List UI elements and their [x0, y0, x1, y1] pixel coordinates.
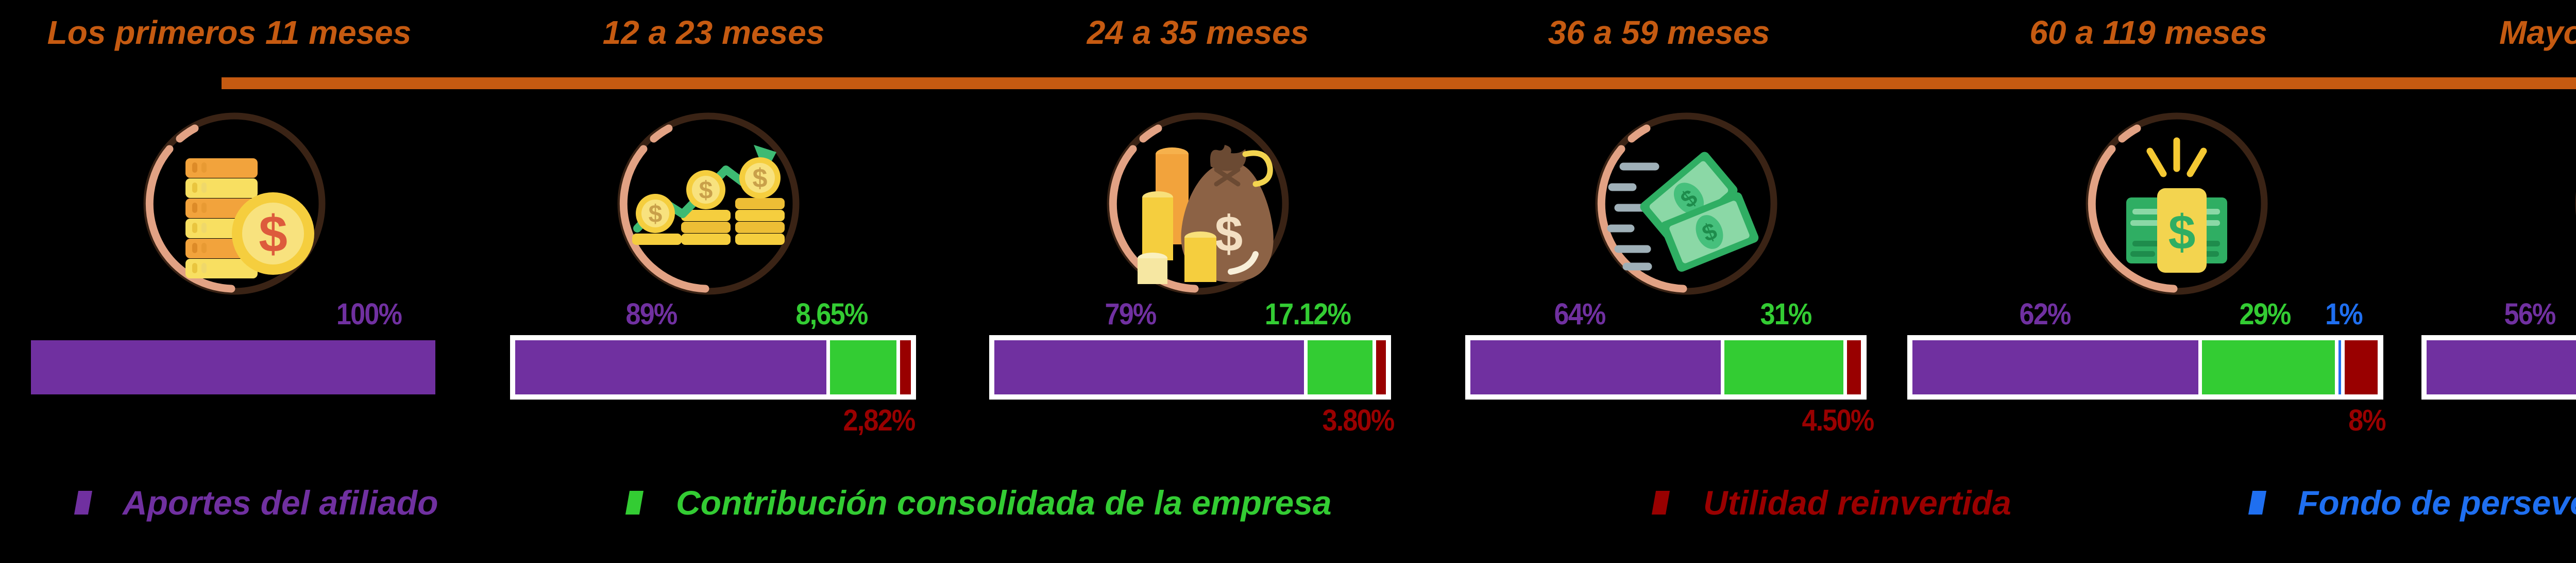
segment-label-aportes: 89% — [625, 297, 677, 331]
bar-segment-aportes — [1470, 340, 1721, 394]
segment-label-utilidad: 4.50% — [1802, 404, 1874, 437]
section-title: Mayor a 10 años — [2499, 14, 2576, 51]
icon-ring-highlight — [2088, 145, 2178, 293]
timeline-underline — [222, 77, 2576, 89]
section-title: Los primeros 11 meses — [47, 14, 412, 51]
segment-label-contribucion: 17.12% — [1264, 297, 1351, 331]
icon-ring-highlight-dash — [1139, 124, 1162, 143]
legend-label-aportes: Aportes del afiliado — [123, 484, 438, 522]
icon-ring-highlight-dash — [176, 124, 199, 143]
icon-ring-highlight-dash — [2118, 124, 2141, 143]
cash-stack-icon: $ — [2074, 101, 2280, 307]
segment-label-aportes: 64% — [1554, 297, 1606, 331]
svg-text:$: $ — [2168, 205, 2196, 260]
icon-ring-highlight — [619, 145, 709, 293]
bar-segment-contribucion — [1724, 340, 1843, 394]
bar-segment-utilidad — [1847, 340, 1861, 394]
section-title: 24 a 35 meses — [1087, 14, 1309, 51]
svg-text:$: $ — [753, 163, 768, 193]
segment-label-utilidad: 2,82% — [843, 404, 916, 437]
bar-segment-aportes — [31, 340, 435, 394]
icon-ring-highlight-dash — [1628, 124, 1651, 143]
bar-segment-aportes — [515, 340, 826, 394]
svg-text:$: $ — [259, 205, 287, 263]
icon-ring-highlight — [145, 145, 235, 293]
bar-segment-utilidad — [2345, 340, 2378, 394]
legend-label-contribucion: Contribución consolidada de la empresa — [676, 484, 1332, 522]
bar-segment-aportes — [994, 340, 1304, 394]
legend-swatch-utilidad — [1651, 491, 1670, 515]
svg-text:$: $ — [1215, 205, 1243, 262]
section-title: 36 a 59 meses — [1548, 14, 1770, 51]
segment-label-aportes: 56% — [2504, 297, 2556, 331]
segment-label-aportes: 79% — [1105, 297, 1157, 331]
segment-label-contribucion: 31% — [1760, 297, 1812, 331]
segment-label-utilidad: 8% — [2348, 404, 2386, 437]
bar-segment-contribucion — [1308, 340, 1372, 394]
money-bag-icon: $ — [1095, 101, 1301, 307]
legend-swatch-aportes — [74, 491, 93, 515]
bar-segment-aportes — [1912, 340, 2198, 394]
segment-label-utilidad: 3.80% — [1322, 404, 1395, 437]
icon-ring-highlight — [1597, 145, 1687, 293]
bar-segment-fondo — [2338, 340, 2341, 394]
bar-segment-aportes — [2427, 340, 2576, 394]
segment-label-aportes: 62% — [2019, 297, 2071, 331]
svg-text:$: $ — [699, 177, 713, 204]
coins-stack-icon: $ — [131, 101, 337, 307]
icon-ring-highlight-dash — [650, 124, 673, 143]
legend-swatch-contribucion — [625, 491, 644, 515]
bar-segment-utilidad — [900, 340, 911, 394]
legend-swatch-fondo — [2248, 491, 2267, 515]
bar-segment-utilidad — [1376, 340, 1386, 394]
svg-text:$: $ — [649, 201, 663, 228]
section-title: 12 a 23 meses — [602, 14, 825, 51]
segment-label-aportes: 100% — [336, 297, 402, 331]
bar-segment-contribucion — [2202, 340, 2335, 394]
segment-label-contribucion: 8,65% — [795, 297, 868, 331]
flying-money-icon: $ $ — [1583, 101, 1789, 307]
legend-label-fondo: Fondo de perseverancia — [2298, 484, 2576, 522]
section-title: 60 a 119 meses — [2029, 14, 2267, 51]
segment-label-fondo: 1% — [2325, 297, 2363, 331]
legend-label-utilidad: Utilidad reinvertida — [1703, 484, 2011, 522]
money-tree-icon: $$$ — [2563, 101, 2576, 307]
coins-growth-icon: $ $ $ — [605, 101, 811, 307]
icon-ring-highlight — [1109, 145, 1199, 293]
segment-label-contribucion: 29% — [2239, 297, 2291, 331]
bar-segment-contribucion — [830, 340, 896, 394]
